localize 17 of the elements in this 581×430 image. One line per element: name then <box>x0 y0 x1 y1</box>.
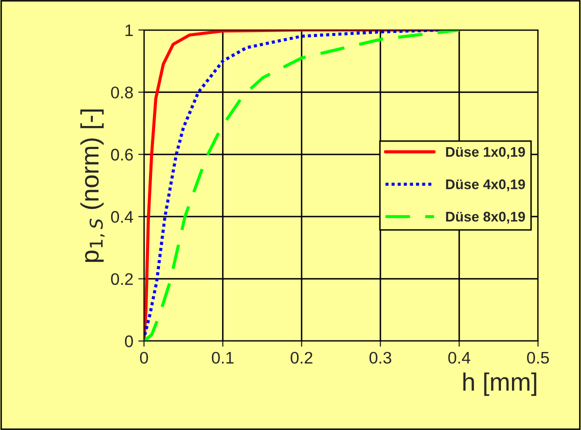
x-tick-label: 0.3 <box>369 352 392 364</box>
legend-label: Düse 8x0,19 <box>446 212 525 224</box>
x-tick-label: 0.1 <box>212 352 234 364</box>
y-tick-label: 0 <box>124 335 133 348</box>
y-tick-label: 0.2 <box>111 273 133 286</box>
x-tick-label: 0 <box>140 352 148 364</box>
x-tick-label: 0.2 <box>290 352 312 364</box>
x-axis-title: h [mm] <box>463 372 536 396</box>
y-axis-title: p$_{1,S}$ (norm) [-] <box>80 110 105 262</box>
x-tick-label: 0.5 <box>527 352 549 364</box>
legend-label: Düse 1x0,19 <box>446 147 525 159</box>
y-tick-label: 0.4 <box>111 211 134 223</box>
y-tick-label: 0.8 <box>111 86 133 98</box>
legend-label: Düse 4x0,19 <box>446 179 525 192</box>
x-tick-label: 0.4 <box>448 352 470 364</box>
y-tick-label: 1 <box>126 24 133 36</box>
y-tick-label: 0.6 <box>111 148 133 161</box>
